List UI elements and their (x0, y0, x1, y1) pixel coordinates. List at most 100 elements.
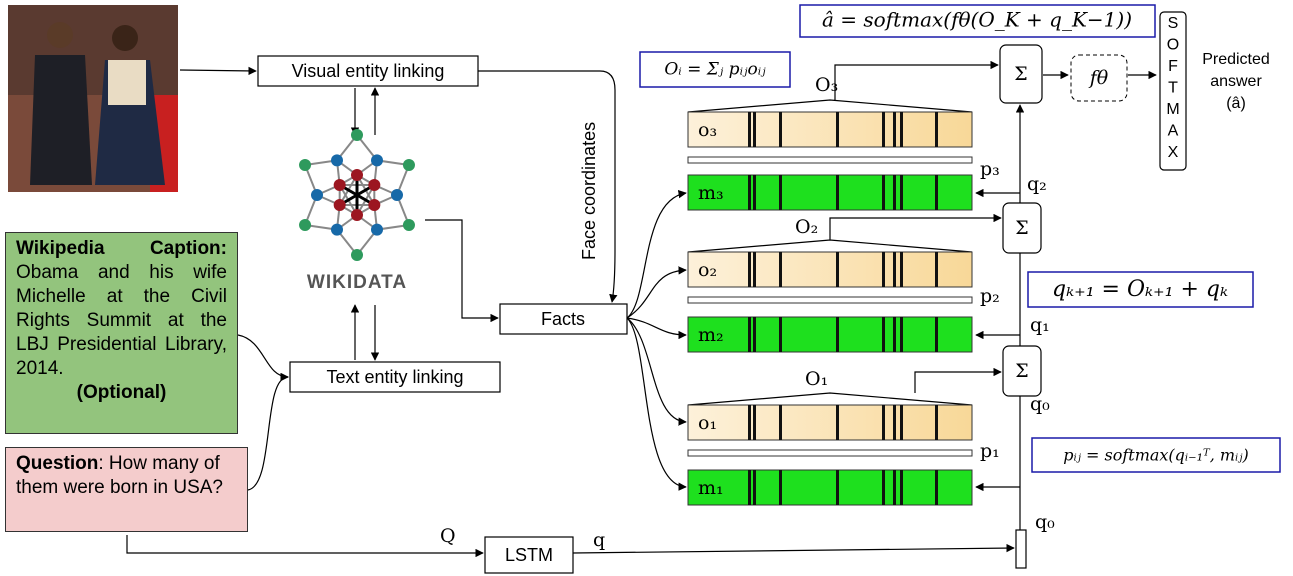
softmax-letter: O (1167, 37, 1179, 54)
p-bar (687, 296, 973, 304)
block-bar (748, 317, 751, 352)
block-bar (753, 405, 756, 440)
block-bar (900, 112, 903, 147)
m-label: m₁ (698, 477, 724, 499)
o-label: o₃ (698, 119, 717, 141)
logo-node (371, 223, 383, 236)
block-bar (779, 470, 782, 505)
logo-node (331, 223, 343, 236)
softmax-letter: F (1168, 58, 1178, 75)
block-bar (935, 175, 938, 210)
block-bar (753, 175, 756, 210)
predicted-answer: answer (1210, 73, 1262, 90)
caption-box: Wikipedia Caption: Obama and his wife Mi… (5, 232, 238, 434)
block-bar (893, 252, 896, 287)
m-block (687, 469, 973, 506)
q1: q₁ (1030, 314, 1050, 336)
block-bar (882, 175, 885, 210)
formula-box (799, 4, 1156, 38)
block-bar (893, 470, 896, 505)
facts: Facts (541, 309, 585, 329)
m-block (687, 316, 973, 353)
softmax-letter: A (1168, 123, 1179, 140)
logo-node (331, 154, 343, 167)
block-bar (882, 112, 885, 147)
logo-node (299, 219, 312, 231)
block-bar (836, 252, 839, 287)
block-bar (779, 175, 782, 210)
o-block (687, 251, 973, 288)
o-label: o₁ (698, 412, 717, 434)
sum: Σ (1014, 63, 1027, 85)
block-bar (753, 317, 756, 352)
caption-title: Wikipedia Caption: (16, 238, 227, 259)
block-bar (882, 317, 885, 352)
arrows (126, 65, 1157, 569)
block-bar (836, 112, 839, 147)
formula-answer: â = softmax(fθ(O_K + q_K−1)) (822, 8, 1132, 32)
p-bar (687, 449, 973, 457)
block-bar (935, 405, 938, 440)
visual-linking-box (257, 55, 479, 87)
lstm-box (484, 536, 574, 574)
block-bar (753, 252, 756, 287)
block-bar (779, 112, 782, 147)
softmax-letter: T (1168, 80, 1178, 97)
face-coordinates: Face coordinates (579, 122, 599, 260)
predicted-answer: Predicted (1202, 51, 1270, 68)
block-bar (935, 252, 938, 287)
softmax-letter: M (1166, 101, 1179, 118)
block-bar (935, 470, 938, 505)
logo-node (402, 219, 415, 231)
text-linking: Text entity linking (326, 367, 463, 387)
m-label: m₃ (698, 182, 724, 204)
softmax-letter: S (1168, 15, 1179, 32)
block-bar (900, 405, 903, 440)
formula-p: pᵢⱼ = softmax(qᵢ₋₁ᵀ, mᵢⱼ) (1063, 446, 1249, 465)
block-bar (748, 405, 751, 440)
lstm: LSTM (505, 545, 553, 565)
text-linking-box (289, 361, 501, 393)
sum: Σ (1015, 217, 1028, 239)
block-bar (836, 405, 839, 440)
block-bar (900, 175, 903, 210)
q2: q₂ (1027, 173, 1047, 195)
block-bar (779, 252, 782, 287)
m-label: m₂ (698, 324, 724, 346)
formula-box (1027, 271, 1254, 308)
O1: O₁ (805, 368, 828, 390)
q0: q₀ (1030, 393, 1050, 415)
question-text: : How many of them were born in USA? (16, 453, 223, 498)
sum-box (999, 44, 1043, 104)
block-bar (900, 252, 903, 287)
f-theta: fθ (1088, 67, 1109, 89)
q0-bottom: q₀ (1035, 511, 1055, 533)
softmax-letter: X (1168, 144, 1179, 161)
Q: Q (440, 525, 456, 547)
p2: p₂ (980, 285, 1000, 307)
logo-node (351, 249, 363, 261)
block-bar (779, 317, 782, 352)
wikidata-label: WIKIDATA (307, 272, 407, 293)
formula-box (639, 51, 791, 88)
block-bar (748, 112, 751, 147)
f-theta-box (1070, 54, 1128, 102)
formula-box (1031, 437, 1281, 473)
block-bar (882, 470, 885, 505)
block-bar (836, 175, 839, 210)
logo-node (351, 129, 363, 141)
logo-node (311, 189, 323, 201)
logo-node (371, 154, 383, 167)
sum-box (1002, 202, 1042, 254)
block-bar (893, 112, 896, 147)
block-bar (935, 317, 938, 352)
facts-box (499, 303, 628, 335)
q-input (1015, 529, 1027, 569)
caption-optional: (Optional) (76, 382, 167, 403)
predicted-answer: (â) (1226, 95, 1246, 112)
logo-node (351, 209, 363, 221)
o-block (687, 404, 973, 441)
logo-node (333, 199, 346, 211)
q: q (593, 529, 605, 551)
